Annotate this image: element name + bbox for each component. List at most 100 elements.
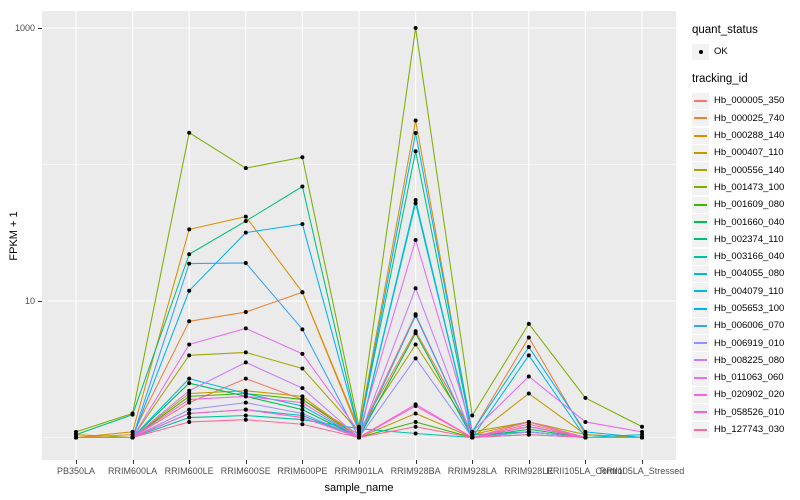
data-point	[526, 353, 531, 358]
data-point	[357, 435, 361, 440]
data-point	[187, 411, 192, 416]
data-point	[187, 400, 192, 405]
data-point	[187, 381, 192, 386]
legend-item-tracking-id: Hb_004079_110	[692, 283, 798, 300]
legend-item-label: OK	[714, 46, 728, 58]
legend-key-swatch	[692, 127, 709, 144]
legend-item-tracking-id: Hb_004055_080	[692, 265, 798, 282]
data-point	[187, 353, 192, 358]
data-point	[300, 222, 305, 227]
data-point	[130, 435, 135, 440]
x-tick-label: RRIM600LE	[164, 466, 214, 476]
y-tick-label: 10	[24, 296, 35, 306]
legend-item-tracking-id: Hb_058526_010	[692, 404, 798, 421]
x-tick-mark	[528, 460, 530, 464]
data-point	[243, 388, 248, 393]
data-point	[413, 149, 418, 154]
data-point	[413, 356, 418, 361]
x-tick-mark	[642, 460, 644, 464]
data-point	[187, 394, 192, 399]
y-tick-label: 1000	[14, 23, 35, 33]
x-tick-label: RRIM928BA	[390, 466, 441, 476]
legend-item-label: Hb_006006_070	[714, 320, 785, 332]
x-tick-label: RRIM928LA	[447, 466, 497, 476]
line-swatch-icon	[694, 203, 707, 206]
legend-title-quant-status: quant_status	[692, 24, 758, 36]
data-point	[300, 155, 305, 160]
data-point	[526, 432, 531, 437]
data-point	[300, 366, 305, 371]
line-swatch-icon	[694, 359, 707, 362]
legend-key-swatch	[692, 162, 709, 179]
legend-item-label: Hb_000025_740	[714, 112, 785, 124]
data-point	[470, 432, 475, 437]
data-point	[243, 413, 248, 418]
legend-key-swatch	[692, 43, 709, 60]
legend-item-label: Hb_000407_110	[714, 147, 784, 159]
data-point	[187, 391, 192, 396]
x-tick-label: RRIM901LA	[334, 466, 384, 476]
data-point	[73, 435, 78, 440]
data-point	[243, 407, 248, 412]
data-point	[413, 342, 418, 347]
legend-key-swatch	[692, 179, 709, 196]
data-point	[130, 412, 135, 417]
x-tick-label: RRII105LA_Control	[546, 466, 625, 476]
line-swatch-icon	[694, 411, 707, 414]
data-point	[583, 429, 588, 434]
x-tick-mark	[75, 460, 77, 464]
data-point	[300, 290, 305, 295]
data-point	[413, 313, 418, 318]
line-swatch-icon	[694, 290, 707, 293]
legend-item-quant-status: OK	[692, 43, 798, 60]
data-point	[413, 201, 418, 206]
legend-item-label: Hb_000556_140	[714, 164, 785, 176]
legend-key-swatch	[692, 110, 709, 127]
legend-item-tracking-id: Hb_020902_020	[692, 386, 798, 403]
line-swatch-icon	[694, 376, 707, 379]
line-swatch-icon	[694, 428, 707, 431]
legend-key-swatch	[692, 317, 709, 334]
data-point	[300, 394, 305, 399]
legend-item-tracking-id: Hb_127743_030	[692, 421, 798, 438]
legend-item-label: Hb_011063_060	[714, 372, 784, 384]
data-point	[243, 417, 248, 422]
data-point	[413, 197, 418, 202]
line-swatch-icon	[694, 307, 707, 310]
legend-key-swatch	[692, 300, 709, 317]
data-point	[640, 432, 645, 437]
data-point	[187, 227, 192, 232]
line-swatch-icon	[694, 117, 707, 120]
legend-item-tracking-id: Hb_005653_100	[692, 300, 798, 317]
line-swatch-icon	[694, 151, 707, 154]
data-point	[130, 429, 135, 434]
data-point	[526, 419, 531, 424]
line-swatch-icon	[694, 393, 707, 396]
data-point	[243, 360, 248, 365]
plot-panel	[42, 11, 676, 460]
x-tick-mark	[415, 460, 417, 464]
data-point	[413, 404, 418, 409]
legend-item-tracking-id: Hb_000556_140	[692, 161, 798, 179]
legend-item-tracking-id: Hb_000005_350	[692, 92, 798, 109]
x-tick-label: PB350LA	[56, 466, 95, 476]
data-point	[243, 166, 248, 171]
x-tick-label: RRIM600SE	[220, 466, 271, 476]
legend-item-label: Hb_003166_040	[714, 251, 785, 263]
data-point	[187, 342, 192, 347]
legend-item-tracking-id: Hb_006006_070	[692, 317, 798, 334]
legend-item-tracking-id: Hb_011063_060	[692, 369, 798, 386]
legend-item-label: Hb_001609_080	[714, 199, 785, 211]
legend-item-tracking-id: Hb_006919_010	[692, 334, 798, 352]
line-swatch-icon	[694, 134, 707, 137]
y-tick-mark	[38, 28, 42, 29]
data-point	[300, 386, 305, 391]
data-point	[413, 26, 418, 30]
legend-item-label: Hb_008225_080	[714, 354, 785, 366]
data-point	[413, 131, 418, 136]
legend-item-tracking-id: Hb_001660_040	[692, 213, 798, 231]
legend-item-label: Hb_000005_350	[714, 95, 785, 107]
y-tick-mark	[38, 301, 42, 302]
legend-item-label: Hb_002374_110	[714, 233, 784, 245]
x-tick-mark	[302, 460, 304, 464]
